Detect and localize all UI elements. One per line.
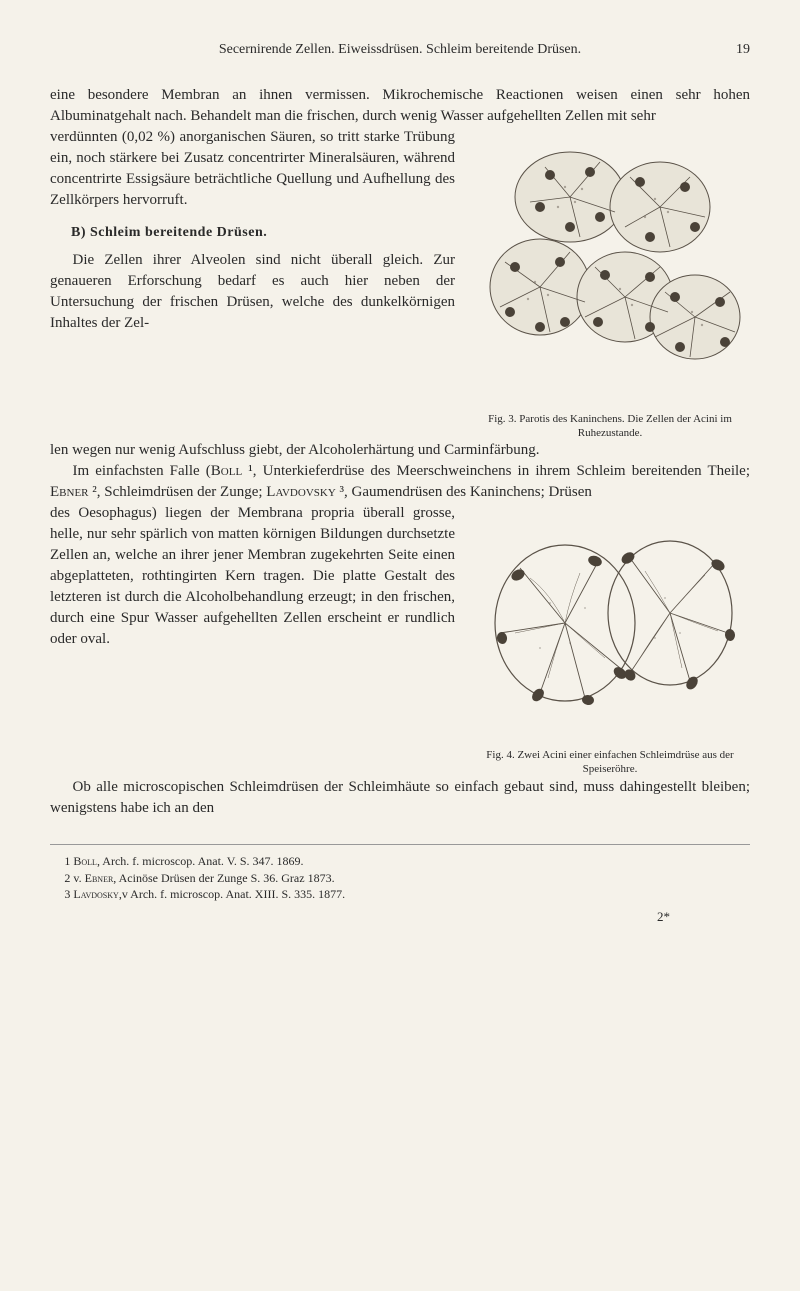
name-boll: Boll bbox=[211, 463, 242, 479]
fig4-caption: Fig. 4. Zwei Acini einer einfachen Schle… bbox=[470, 748, 750, 777]
figure-4: Fig. 4. Zwei Acini einer einfachen Schle… bbox=[470, 503, 750, 777]
para-4: Ob alle microscopischen Schleimdrüsen de… bbox=[50, 777, 750, 819]
col-text-2: des Oesophagus) liegen der Mem­brana pro… bbox=[50, 503, 455, 650]
para-2-after: len wegen nur wenig Aufschluss giebt, de… bbox=[50, 440, 750, 461]
footnote-2: 2 v. Ebner, Acinöse Drüsen der Zunge S. … bbox=[50, 870, 750, 887]
name-lavdovsky: Lavdovsky bbox=[266, 484, 335, 500]
fig3-label: Fig. 3. bbox=[488, 413, 516, 425]
fig4-illustration bbox=[470, 503, 750, 743]
name-ebner: Ebner bbox=[50, 484, 89, 500]
running-title: Secernirende Zellen. Eiweissdrüsen. Schl… bbox=[80, 40, 720, 60]
footnotes: 1 Boll, Arch. f. microscop. Anat. V. S. … bbox=[50, 844, 750, 903]
para-3-top: Im einfachsten Falle (Boll ¹, Unterkiefe… bbox=[50, 461, 750, 503]
block-with-fig3: verdünnten (0,02 %) anorgani­schen Säure… bbox=[50, 127, 750, 441]
para-2-left: Die Zellen ihrer Alveolen sind nicht übe… bbox=[50, 250, 455, 334]
page-number: 19 bbox=[720, 40, 750, 60]
fig4-caption-text: Zwei Acini einer einfachen Schleimdrüse … bbox=[517, 749, 733, 775]
fig3-caption-text: Parotis des Kaninchens. Die Zellen der A… bbox=[519, 413, 732, 439]
section-b-heading: B) Schleim bereitende Drüsen. bbox=[71, 223, 455, 243]
footnote-3: 3 Lavdosky,v Arch. f. microscop. Anat. X… bbox=[50, 886, 750, 903]
body-text: eine besondere Membran an ihnen vermisse… bbox=[50, 85, 750, 819]
figure-3: Fig. 3. Parotis des Kaninchens. Die Zell… bbox=[470, 127, 750, 441]
running-header: Secernirende Zellen. Eiweissdrüsen. Schl… bbox=[50, 40, 750, 60]
col-text-1: verdünnten (0,02 %) anorgani­schen Säure… bbox=[50, 127, 455, 335]
para-1-top: eine besondere Membran an ihnen vermisse… bbox=[50, 85, 750, 127]
para-3-left: des Oesophagus) liegen der Mem­brana pro… bbox=[50, 503, 455, 650]
para-1-left: verdünnten (0,02 %) anorgani­schen Säure… bbox=[50, 127, 455, 211]
fig3-illustration bbox=[470, 127, 750, 407]
fig4-label: Fig. 4. bbox=[486, 749, 514, 761]
block-with-fig4: des Oesophagus) liegen der Mem­brana pro… bbox=[50, 503, 750, 777]
fig3-caption: Fig. 3. Parotis des Kaninchens. Die Zell… bbox=[470, 412, 750, 441]
signature-mark: 2* bbox=[50, 908, 750, 926]
footnote-1: 1 Boll, Arch. f. microscop. Anat. V. S. … bbox=[50, 853, 750, 870]
